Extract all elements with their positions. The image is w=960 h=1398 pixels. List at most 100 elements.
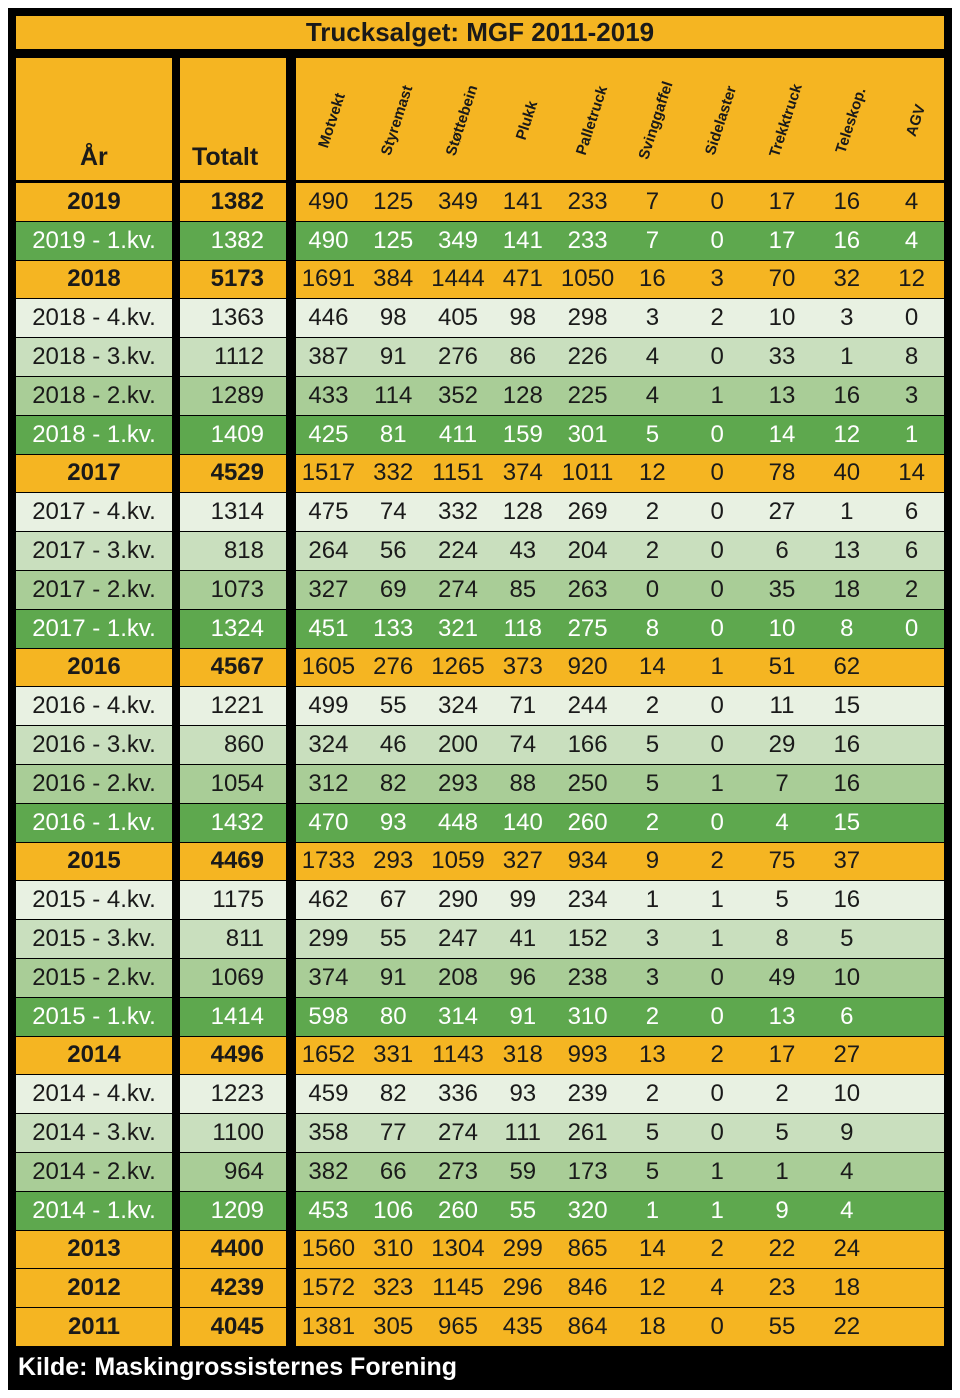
table-cell: 16 (833, 381, 861, 409)
table-cell: 324 (308, 731, 349, 759)
table-cell: 1 (710, 381, 724, 409)
table-cell: 7 (775, 769, 789, 797)
table-cell: 4 (840, 1196, 854, 1224)
table-cell: 18 (639, 1313, 666, 1341)
table-cell: 12 (639, 1274, 666, 1302)
table-cell: 4 (904, 187, 919, 215)
table-cell: 49 (768, 963, 796, 991)
table-cell: 274 (437, 1119, 479, 1147)
table-cell: 446 (308, 304, 349, 332)
row-total-2016: 4567 (180, 648, 286, 687)
row-label-2017: 2017 (16, 454, 172, 493)
table-cell: 0 (710, 226, 724, 254)
table-cell: 18 (833, 575, 861, 603)
table-cell: 152 (567, 925, 608, 953)
table-cell: 69 (379, 575, 407, 603)
row-values-bg (296, 338, 944, 376)
table-cell: 29 (768, 731, 796, 759)
table-cell: 82 (379, 1080, 407, 1108)
table-cell: 2 (710, 1041, 724, 1069)
table-cell: 12 (639, 459, 666, 487)
table-cell: 33 (768, 343, 796, 371)
row-label-2014-3kv: 2014 - 3.kv. (16, 1114, 172, 1152)
row-label-2016-1kv: 2016 - 1.kv. (16, 803, 172, 842)
row-values-bg (296, 881, 944, 920)
table-cell (879, 881, 944, 919)
row-values-bg (296, 377, 944, 415)
row-label-2017-2kv: 2017 - 2.kv. (16, 571, 172, 609)
table-cell: 11 (769, 692, 795, 720)
table-cell: 1572 (301, 1274, 356, 1302)
table-cell: 46 (379, 731, 407, 759)
table-cell: 81 (379, 420, 407, 448)
table-cell: 1691 (301, 265, 356, 293)
table-cell: 305 (373, 1313, 414, 1341)
table-cell: 462 (308, 886, 349, 914)
table-cell: 264 (308, 537, 349, 565)
table-cell: 4 (840, 1157, 854, 1185)
row-total-2016-2kv: 1054 (180, 765, 286, 803)
table-cell: 1304 (431, 1235, 485, 1263)
table-cell: 43 (509, 537, 537, 565)
row-label-2017-3kv: 2017 - 3.kv. (16, 532, 172, 570)
row-values-bg (296, 920, 944, 958)
table-cell: 2 (645, 692, 660, 720)
table-cell: 332 (373, 459, 414, 487)
table-cell: 1151 (432, 459, 484, 487)
table-cell: 0 (710, 1119, 724, 1147)
table-cell: 261 (567, 1119, 608, 1147)
table-cell: 5 (645, 420, 660, 448)
table-cell: 23 (768, 1274, 796, 1302)
table-cell: 318 (502, 1041, 543, 1069)
row-values-bg (296, 260, 944, 299)
row-values-bg (296, 1036, 944, 1075)
table-cell: 4 (775, 808, 789, 836)
row-values-bg (296, 803, 944, 842)
table-cell (879, 1075, 944, 1113)
table-cell: 10 (833, 963, 861, 991)
table-cell: 349 (437, 187, 479, 215)
table-cell: 82 (379, 769, 407, 797)
row-values-bg (296, 997, 944, 1036)
header-cell-bg (296, 58, 944, 180)
table-cell: 13 (833, 537, 861, 565)
table-cell: 239 (567, 1080, 608, 1108)
row-label-2018: 2018 (16, 260, 172, 299)
table-cell: 140 (502, 808, 543, 836)
row-label-2016-2kv: 2016 - 2.kv. (16, 765, 172, 803)
table-cell: 475 (308, 498, 349, 526)
table-cell: 8 (904, 343, 919, 371)
table-cell (879, 959, 944, 997)
table-cell: 293 (437, 769, 479, 797)
table-cell: 41 (509, 925, 537, 953)
table-cell: 1560 (301, 1235, 356, 1263)
table-cell (879, 1037, 944, 1075)
table-cell: 16 (833, 886, 861, 914)
row-total-2014-4kv: 1223 (180, 1075, 286, 1114)
table-cell: 234 (567, 886, 608, 914)
table-cell: 384 (373, 265, 414, 293)
table-cell: 0 (710, 537, 724, 565)
table-cell: 166 (567, 731, 608, 759)
table-cell: 27 (833, 1041, 861, 1069)
table-cell (879, 1308, 944, 1346)
table-cell: 0 (710, 420, 724, 448)
row-values-bg (296, 1191, 944, 1230)
table-cell: 490 (308, 187, 349, 215)
row-label-2011: 2011 (16, 1308, 172, 1346)
row-values-bg (296, 571, 944, 609)
row-label-2018-4kv: 2018 - 4.kv. (16, 299, 172, 338)
table-cell (879, 1269, 944, 1307)
table-cell: 260 (567, 808, 608, 836)
row-values-bg (296, 1269, 944, 1308)
row-label-2015-2kv: 2015 - 2.kv. (16, 959, 172, 997)
table-cell: 27 (768, 498, 796, 526)
row-total-2017-1kv: 1324 (180, 609, 286, 648)
table-cell: 3 (710, 265, 724, 293)
table-cell: 74 (509, 731, 537, 759)
table-cell (879, 726, 944, 764)
table-cell: 5 (645, 1119, 660, 1147)
table-cell: 1145 (432, 1274, 484, 1302)
row-label-2016: 2016 (16, 648, 172, 687)
table-cell: 2 (710, 304, 724, 332)
